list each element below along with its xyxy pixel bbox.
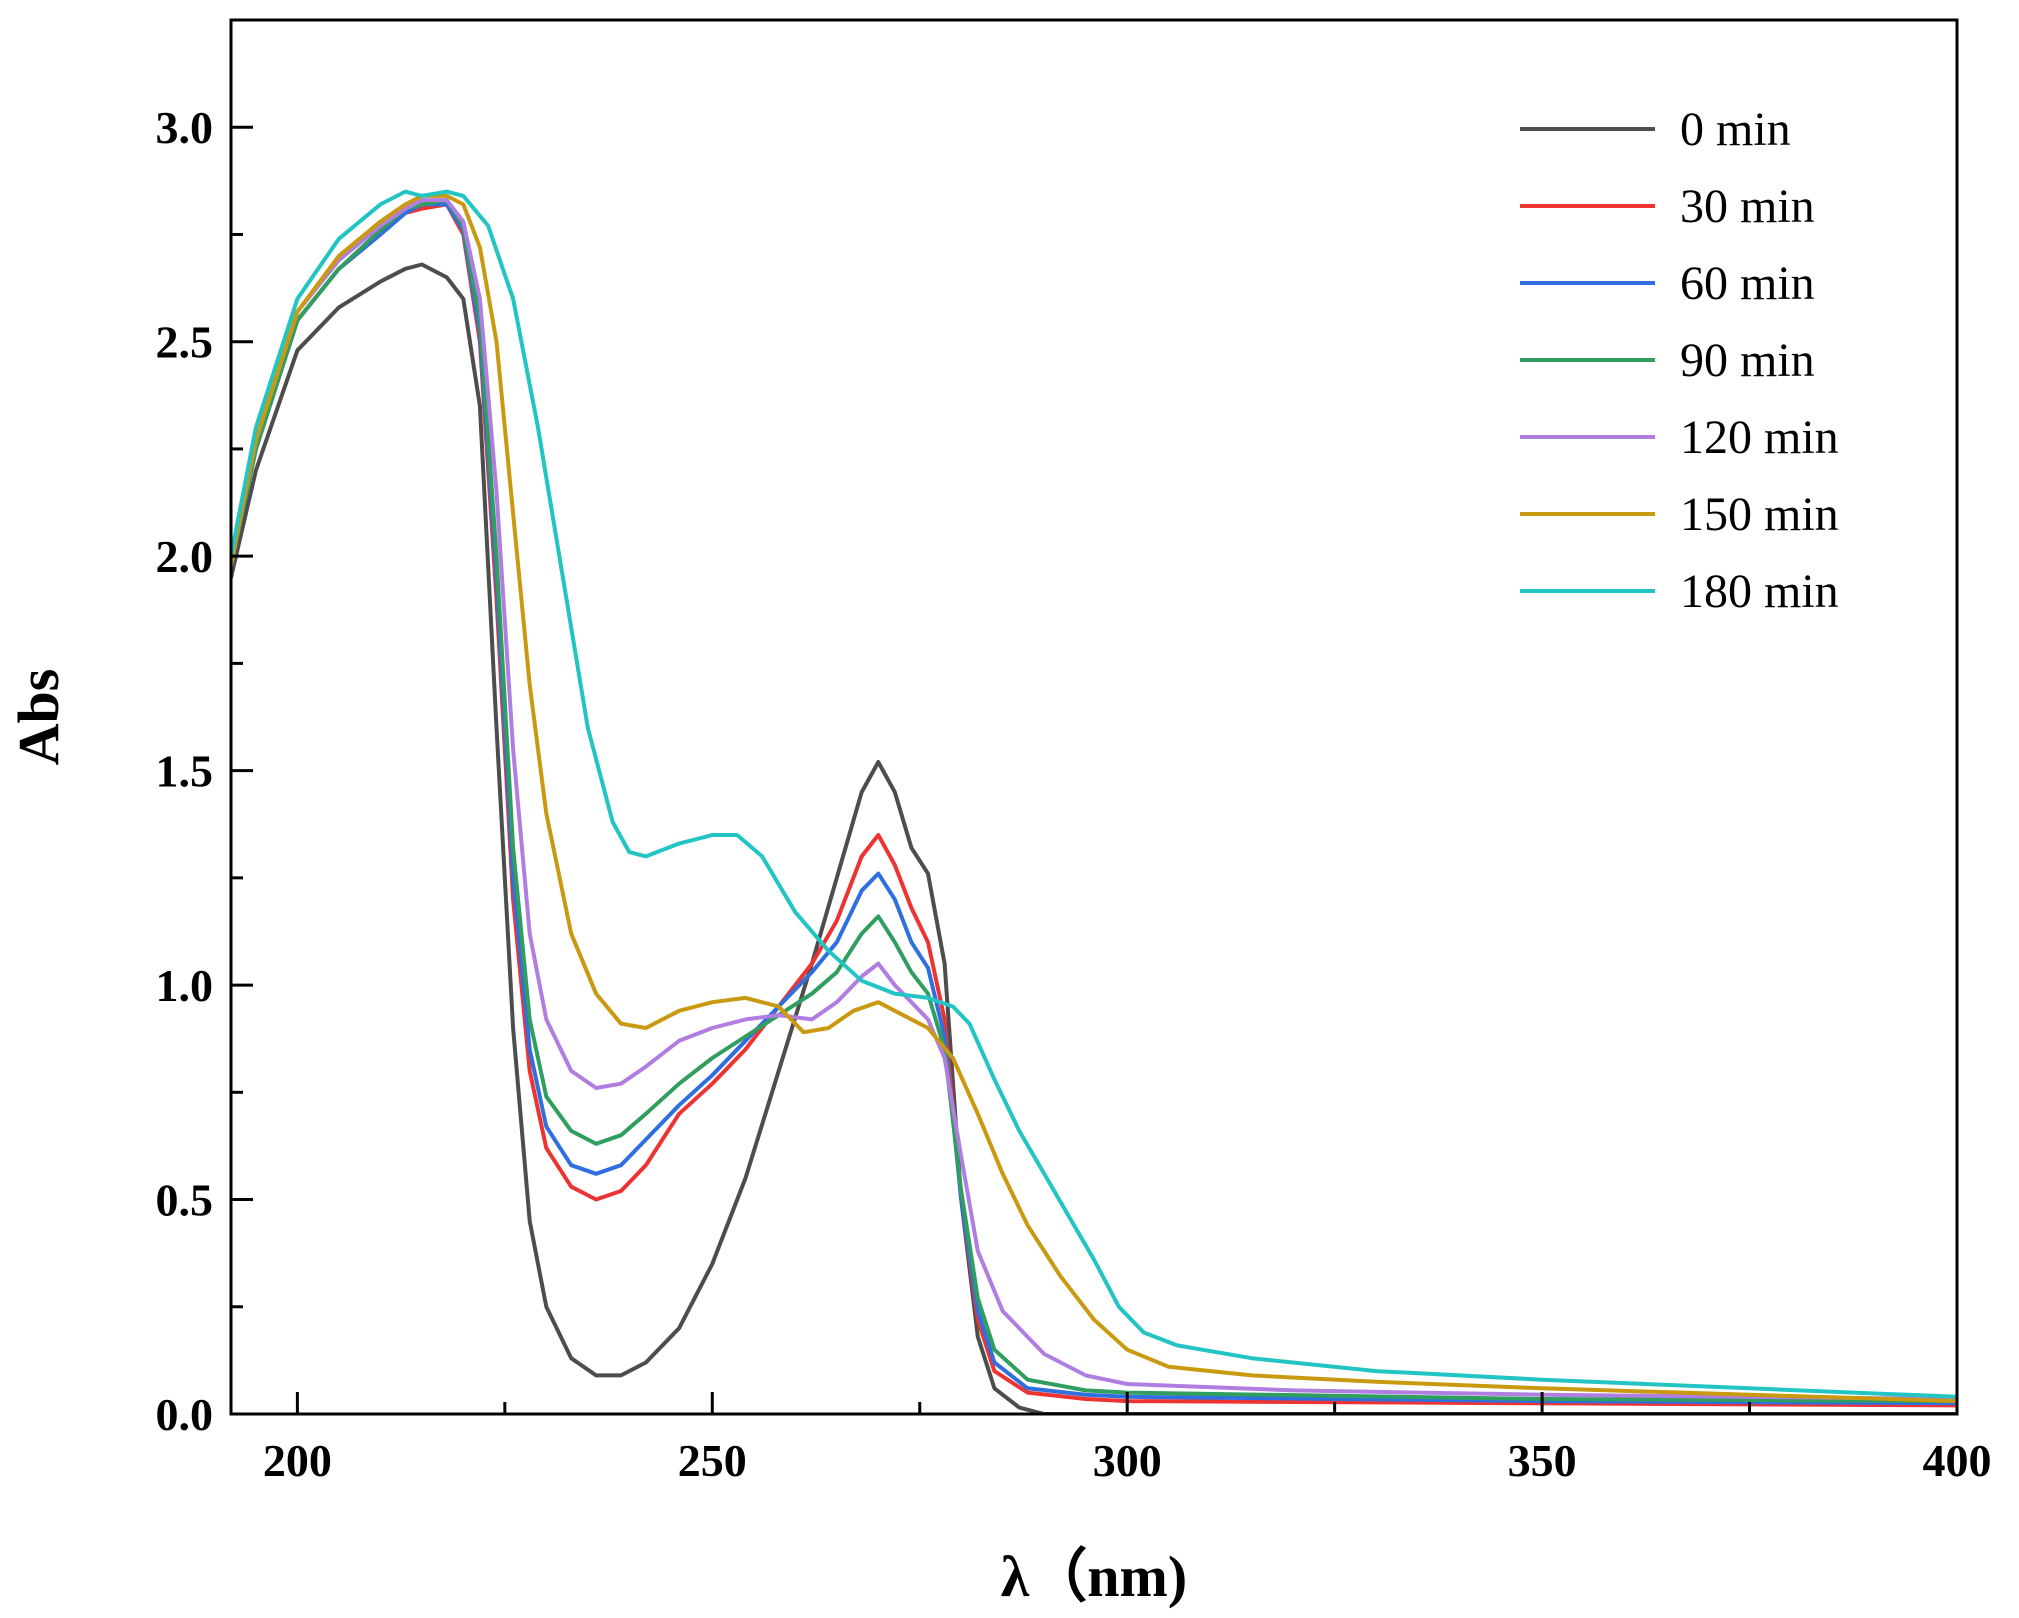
x-tick-label: 300	[1093, 1435, 1162, 1486]
x-tick-label: 200	[263, 1435, 332, 1486]
series-layer	[231, 189, 1957, 1414]
legend-label: 120 min	[1680, 411, 1839, 464]
legend-label: 30 min	[1680, 180, 1815, 233]
series-line-5	[231, 193, 1957, 1404]
y-tick-label: 1.5	[156, 746, 214, 797]
series-line-4	[231, 198, 1957, 1401]
legend-label: 150 min	[1680, 488, 1839, 541]
y-tick-label: 3.0	[156, 102, 214, 153]
legend-label: 180 min	[1680, 565, 1839, 618]
x-tick-label: 400	[1923, 1435, 1992, 1486]
legend: 0 min 30 min 60 min 90 min 120 min 150 min 180…	[1520, 103, 1839, 618]
x-tick-label: 250	[678, 1435, 747, 1486]
y-axis: 0.0 0.5 1.0 1.5 2.0 2.5 3.0	[156, 102, 253, 1440]
x-axis-title: λ（nm)	[1001, 1544, 1187, 1609]
y-tick-label: 0.5	[156, 1175, 214, 1226]
y-tick-label: 2.0	[156, 531, 214, 582]
series-line-3	[231, 198, 1957, 1404]
series-line-6	[231, 189, 1957, 1399]
y-tick-label: 2.5	[156, 317, 214, 368]
x-tick-label: 350	[1508, 1435, 1577, 1486]
y-tick-label: 1.0	[156, 960, 214, 1011]
x-axis: 200 250 300 350 400	[263, 1392, 1992, 1486]
legend-label: 90 min	[1680, 334, 1815, 387]
legend-label: 0 min	[1680, 103, 1791, 156]
y-axis-title: Abs	[6, 669, 71, 766]
plot-frame	[229, 18, 1959, 1416]
legend-label: 60 min	[1680, 257, 1815, 310]
y-tick-label: 0.0	[156, 1389, 214, 1440]
